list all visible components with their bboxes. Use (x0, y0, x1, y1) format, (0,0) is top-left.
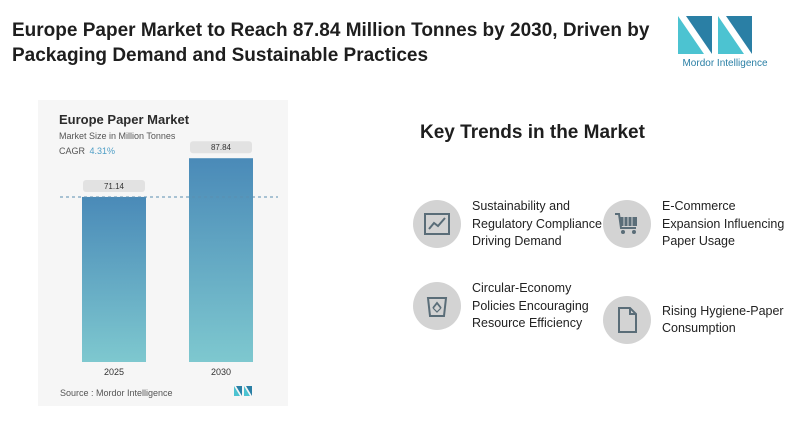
data-label: 71.14 (104, 182, 125, 191)
line-chart-icon (424, 213, 450, 236)
trend-item: Sustainability and Regulatory Compliance… (413, 198, 603, 251)
brand-name: Mordor Intelligence (682, 58, 768, 69)
trend-text: Circular-Economy Policies Encouraging Re… (472, 281, 589, 330)
trend-icon-circle (413, 200, 461, 249)
page-headline: Europe Paper Market to Reach 87.84 Milli… (12, 20, 650, 66)
mordor-logo-icon (678, 16, 752, 54)
data-label-pill (190, 141, 252, 154)
data-label: 87.84 (211, 143, 232, 152)
trend-icon-circle (603, 296, 651, 344)
shopping-cart-icon (615, 213, 637, 235)
bar-chart: 71.14 2025 87.84 2030 (60, 141, 278, 377)
cagr-text: CAGR 4.31% (59, 146, 115, 156)
trends-title: Key Trends in the Market (420, 122, 645, 143)
brand-logo: Mordor Intelligence (670, 14, 780, 74)
cagr-value: 4.31% (89, 146, 116, 156)
trend-icon-circle (603, 200, 651, 249)
chart-title: Europe Paper Market (59, 112, 190, 127)
bar-2030 (189, 158, 253, 362)
chart-subtitle: Market Size in Million Tonnes (59, 131, 176, 141)
x-tick-label: 2025 (104, 367, 124, 377)
trend-icon-circle (413, 282, 461, 331)
trend-item: E-Commerce Expansion Influencing Paper U… (603, 198, 793, 251)
chart-card: Europe Paper Market Market Size in Milli… (38, 100, 288, 406)
trend-text: Rising Hygiene-Paper Consumption (662, 303, 784, 336)
recycle-bin-icon (426, 297, 448, 318)
chart-source: Source : Mordor Intelligence (60, 388, 173, 398)
trend-item: Circular-Economy Policies Encouraging Re… (413, 280, 603, 333)
mini-logo-icon (234, 386, 252, 396)
document-icon (618, 307, 637, 333)
x-tick-label: 2030 (211, 367, 231, 377)
trend-item: Rising Hygiene-Paper Consumption (603, 296, 793, 344)
trend-text: E-Commerce Expansion Influencing Paper U… (662, 199, 785, 248)
cagr-label: CAGR (59, 146, 86, 156)
trend-text: Sustainability and Regulatory Compliance… (472, 199, 602, 248)
data-label-pill (83, 179, 145, 192)
bar-2025 (82, 196, 146, 362)
